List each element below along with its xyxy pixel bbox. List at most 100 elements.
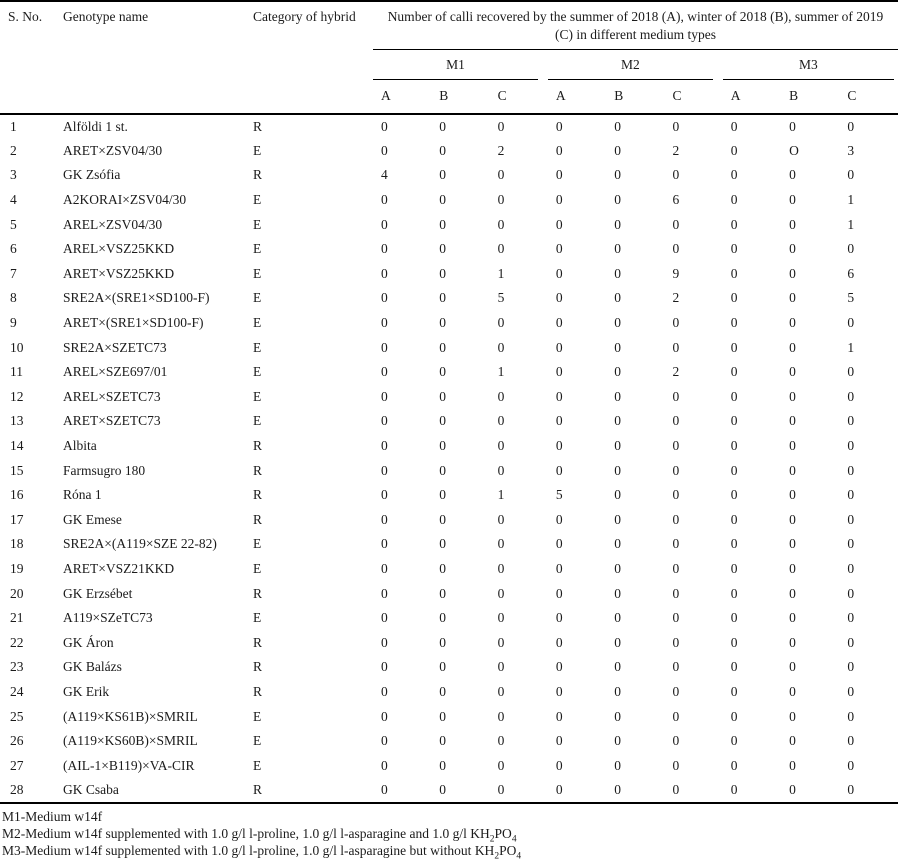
cell-value: 0 [555, 708, 563, 724]
cell-value: 0 [497, 339, 505, 355]
cell-value: 0 [672, 339, 680, 355]
cell-value: 0 [789, 536, 796, 552]
cell-value: 0 [730, 757, 738, 773]
cell-value: 2 [672, 290, 680, 306]
cell-value: 0 [497, 315, 505, 331]
cell-value: 0 [555, 733, 563, 749]
cell-value: 0 [847, 364, 855, 380]
cell-value: 0 [847, 634, 855, 650]
cell-sno: 26 [10, 733, 24, 749]
cell-value: 0 [730, 241, 738, 257]
table-row: 22 GK Áron R 0 0 0 0 0 0 0 0 0 [0, 630, 898, 655]
footnote-m3-text: M3-Medium w14f supplemented with 1.0 g/l… [2, 842, 475, 858]
cell-value: 0 [555, 462, 563, 478]
cell-sno: 27 [10, 757, 24, 773]
table-row: 7 ARET×VSZ25KKD E 0 0 1 0 0 9 0 0 6 [0, 262, 898, 287]
cell-category: E [253, 536, 262, 552]
col-header-m3-c: C [839, 80, 898, 115]
cell-sno: 12 [10, 388, 24, 404]
cell-value: 0 [497, 241, 505, 257]
cell-value: 0 [439, 585, 447, 601]
table-row: 24 GK Erik R 0 0 0 0 0 0 0 0 0 [0, 680, 898, 705]
cell-value: 0 [847, 659, 855, 675]
cell-value: 0 [381, 757, 388, 773]
cell-value: 0 [614, 265, 621, 281]
cell-value: 0 [497, 781, 505, 797]
cell-value: 0 [555, 560, 563, 576]
cell-value: 1 [497, 364, 505, 380]
cell-sno: 2 [10, 142, 17, 158]
cell-value: 0 [497, 708, 505, 724]
cell-value: 0 [497, 610, 505, 626]
cell-value: 0 [614, 536, 621, 552]
cell-value: 0 [614, 290, 621, 306]
cell-value: 6 [847, 265, 855, 281]
cell-value: 0 [381, 438, 388, 454]
cell-genotype: GK Erzsébet [63, 585, 133, 601]
cell-value: 0 [614, 757, 621, 773]
col-header-m1-a: A [373, 80, 432, 115]
cell-value: 0 [730, 683, 738, 699]
cell-value: 0 [497, 536, 505, 552]
cell-category: E [253, 265, 262, 281]
cell-value: 2 [497, 142, 505, 158]
cell-value: 9 [672, 265, 680, 281]
cell-sno: 16 [10, 487, 24, 503]
cell-value: 0 [555, 265, 563, 281]
cell-genotype: AREL×ZSV04/30 [63, 216, 163, 232]
cell-value: 0 [439, 487, 447, 503]
cell-value: 0 [614, 511, 621, 527]
cell-value: 0 [381, 683, 388, 699]
cell-value: 0 [439, 315, 447, 331]
cell-value: 0 [847, 167, 855, 183]
cell-value: 0 [730, 560, 738, 576]
cell-value: 0 [614, 610, 621, 626]
cell-genotype: (A119×KS60B)×SMRIL [63, 733, 198, 749]
cell-value: 0 [730, 364, 738, 380]
cell-value: 0 [439, 364, 447, 380]
cell-genotype: SRE2A×(SRE1×SD100-F) [63, 290, 210, 306]
cell-value: 0 [789, 167, 796, 183]
cell-value: 0 [730, 290, 738, 306]
cell-genotype: AREL×SZETC73 [63, 388, 161, 404]
table-row: 1 Alföldi 1 st. R 0 0 0 0 0 0 0 0 0 [0, 114, 898, 139]
cell-value: 0 [381, 265, 388, 281]
cell-value: 0 [730, 733, 738, 749]
cell-value: 0 [614, 487, 621, 503]
cell-value: 0 [555, 781, 563, 797]
cell-value: 0 [439, 560, 447, 576]
chem-mid: PO [499, 842, 517, 858]
cell-value: 0 [555, 757, 563, 773]
col-group-m1: M1 [373, 50, 548, 80]
col-header-m2-a: A [547, 80, 607, 115]
cell-value: 0 [847, 536, 855, 552]
cell-value: 0 [497, 634, 505, 650]
cell-value: 0 [381, 192, 388, 208]
table-row: 12 AREL×SZETC73 E 0 0 0 0 0 0 0 0 0 [0, 385, 898, 410]
cell-value: 0 [555, 511, 563, 527]
cell-genotype: ARET×ZSV04/30 [63, 142, 163, 158]
cell-sno: 4 [10, 192, 17, 208]
cell-value: 0 [555, 634, 563, 650]
cell-genotype: GK Áron [63, 634, 114, 650]
cell-value: 0 [439, 216, 447, 232]
cell-value: 0 [381, 536, 388, 552]
cell-value: 0 [439, 462, 447, 478]
cell-value: 0 [672, 757, 680, 773]
cell-value: 0 [439, 511, 447, 527]
cell-sno: 11 [10, 364, 23, 380]
cell-category: E [253, 388, 262, 404]
table-row: 15 Farmsugro 180 R 0 0 0 0 0 0 0 0 0 [0, 458, 898, 483]
cell-value: 0 [789, 265, 796, 281]
cell-value: 0 [439, 659, 447, 675]
cell-value: 0 [555, 413, 563, 429]
cell-genotype: AREL×VSZ25KKD [63, 241, 175, 257]
cell-category: R [253, 585, 263, 601]
cell-value: 0 [847, 781, 855, 797]
cell-value: 0 [847, 560, 855, 576]
cell-value: 0 [439, 733, 447, 749]
cell-value: 0 [789, 757, 796, 773]
col-header-sno: S. No. [0, 1, 55, 115]
col-group-m2-label: M2 [547, 50, 713, 80]
cell-value: 0 [789, 315, 796, 331]
